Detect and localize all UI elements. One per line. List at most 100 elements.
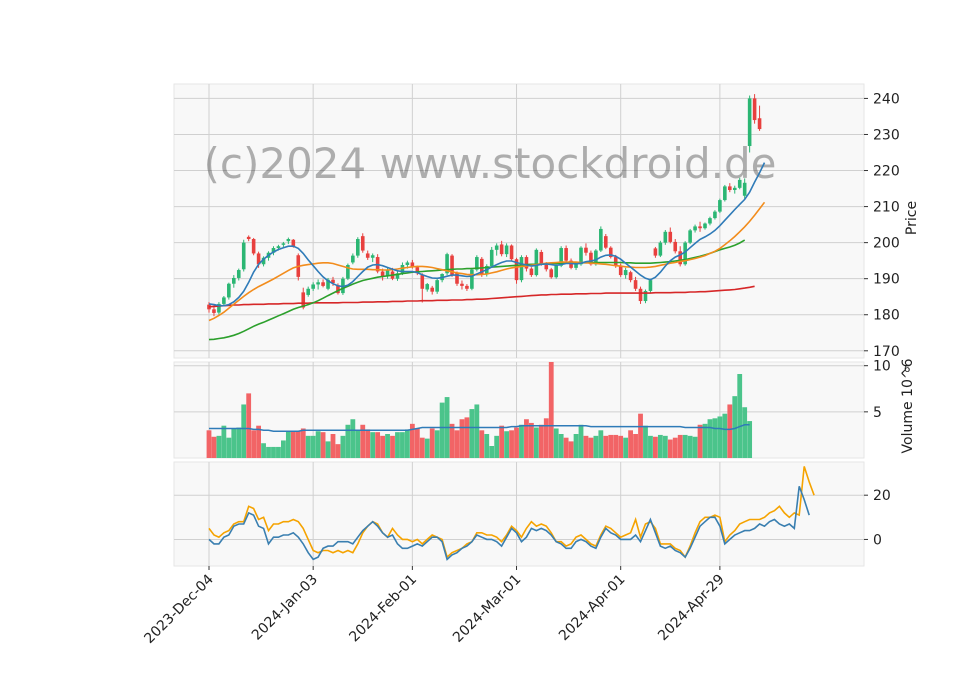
volume-bar [261,443,266,458]
volume-bar [295,431,301,458]
candle-down [499,244,504,255]
x-tick-label: 2024-Apr-01 [556,572,629,645]
volume-bar [400,432,405,458]
volume-bar [568,441,574,458]
volume-bar [340,435,346,458]
candle-down [604,236,608,248]
volume-bar [603,435,609,458]
volume-bar [370,432,376,458]
volume-bar [290,431,296,458]
candle-up [554,265,558,278]
candle-up [708,218,712,224]
ma-mid-line [208,201,766,322]
volume-bar [657,434,663,458]
candle-down [549,269,554,278]
x-tick-label: 2024-Apr-29 [655,572,728,645]
volume-bar [687,435,693,458]
candle-up [494,245,499,250]
candle-up [693,226,697,231]
price-y-tick-label: 240 [873,91,900,107]
volume-bar [390,435,395,458]
candle-down [564,248,568,261]
candle-up [718,200,722,212]
candle-up [658,242,663,256]
volume-bar [355,430,361,458]
candle-up [370,255,375,258]
volume-bar [221,425,227,458]
candle-down [365,253,370,258]
candle-up [316,282,320,285]
candle-down [480,258,484,275]
volume-bar [742,407,748,458]
candle-down [212,309,216,313]
candle-up [599,228,603,251]
volume-bar [231,428,237,458]
volume-bar [266,446,271,458]
volume-bar [608,434,614,458]
candle-down [613,257,618,266]
volume-bar [414,428,420,458]
volume-bar [543,418,549,458]
candle-down [256,253,261,265]
candle-up [217,303,221,313]
volume-bar [558,434,564,458]
volume-bar [449,423,455,458]
price-y-tick-label: 170 [873,344,900,360]
candle-up [425,284,430,290]
volume-bar [464,417,470,458]
volume-bar [717,416,723,458]
candle-down [618,265,623,276]
volume-bar [226,437,232,458]
volume-bar [633,434,638,458]
candle-down [653,248,658,256]
watermark-text: (c)2024 www.stockdroid.de [204,139,777,188]
candle-down [450,255,454,276]
volume-bar [519,424,524,458]
candle-down [752,98,757,121]
candle-up [594,250,598,265]
volume-bar [484,434,490,458]
candle-up [579,247,583,265]
volume-bar [667,439,673,458]
volume-bar [310,435,316,458]
volume-bar [747,421,753,458]
osc-y-tick-label: 0 [873,532,882,548]
volume-bar [727,404,733,458]
candle-down [336,285,340,294]
candle-down [455,273,459,284]
candle-up [574,264,578,268]
volume-bar [583,435,589,458]
volume-bar [305,435,311,458]
volume-bar [702,423,708,458]
candle-up [475,257,479,270]
volume-bar [375,432,381,458]
candle-down [728,186,732,190]
volume-bar [648,435,653,458]
chart-marks [206,94,815,561]
candle-up [271,248,276,253]
candle-up [742,182,747,196]
volume-bar [256,425,261,458]
candle-down [673,241,678,252]
volume-bar [593,435,599,458]
oscillator-main-line [208,486,810,561]
candle-up [683,242,687,265]
candle-up [663,231,668,243]
volume-bar [672,437,678,458]
volume-bar [395,432,400,458]
candle-down [539,252,544,264]
volume-panel-bg [173,361,865,459]
volume-bar [434,430,440,458]
candle-up [445,254,449,274]
candle-down [608,247,613,258]
x-tick-label: 2024-Mar-01 [450,572,524,646]
volume-bar [276,446,281,458]
volume-bar [509,430,514,458]
candle-up [222,297,226,304]
candle-down [360,236,365,251]
candle-down [331,279,335,284]
candle-up [276,246,281,249]
ma-slow-line [208,239,746,341]
oscillator-signal-line [208,466,815,559]
